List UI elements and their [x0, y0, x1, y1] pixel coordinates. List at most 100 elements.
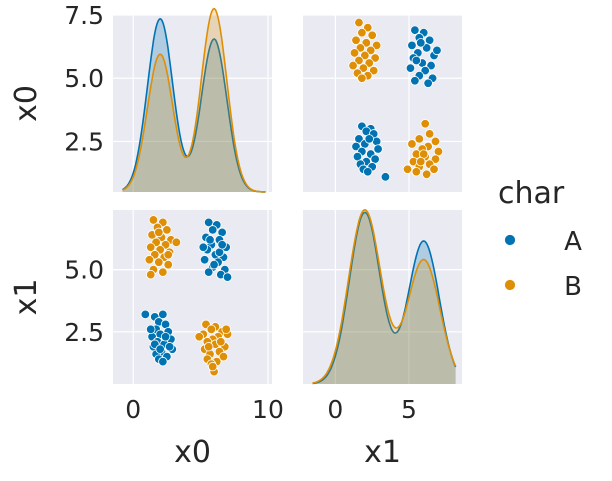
- legend-title: char: [498, 176, 565, 211]
- scatter-point-b: [146, 242, 156, 252]
- scatter-point-a: [222, 272, 233, 282]
- y-axis-title-x0: x0: [9, 85, 44, 122]
- scatter-point-a: [416, 38, 426, 48]
- scatter-point-b: [163, 250, 173, 260]
- panel-background-tr: [303, 15, 462, 192]
- scatter-point-a: [155, 344, 165, 354]
- scatter-point-b: [158, 267, 168, 277]
- legend-label-b: B: [564, 272, 582, 302]
- scatter-point-a: [203, 267, 214, 277]
- scatter-point-a: [420, 65, 430, 76]
- kde-x1-series-b-line: [312, 208, 457, 384]
- scatter-point-b: [367, 30, 377, 40]
- scatter-point-b: [194, 332, 204, 342]
- scatter-point-b: [348, 60, 358, 71]
- kde-x0-series-a-fill: [122, 18, 266, 193]
- kde-x0-series-b-line: [122, 7, 266, 193]
- scatter-point-b: [370, 53, 380, 63]
- kde-x1-series-b-fill: [312, 209, 456, 384]
- scatter-point-a: [158, 356, 168, 367]
- x-tick-label-x0: 0: [125, 395, 141, 424]
- scatter-point-b: [354, 55, 364, 66]
- scatter-point-b: [402, 164, 413, 174]
- scatter-point-b: [163, 259, 173, 270]
- scatter-point-b: [351, 35, 361, 45]
- scatter-point-b: [216, 337, 226, 347]
- scatter-point-b: [206, 324, 217, 335]
- panel-background-tl: [113, 15, 272, 192]
- scatter-point-b: [416, 156, 426, 167]
- scatter-point-a: [140, 309, 151, 320]
- scatter-point-a: [373, 144, 383, 154]
- scatter-point-b: [360, 50, 370, 61]
- x-tick-label-x1: 5: [401, 395, 417, 424]
- scatter-point-b: [364, 58, 374, 68]
- scatter-point-b: [146, 269, 156, 280]
- scatter-point-b: [154, 257, 164, 267]
- kde-x0-series-a-line: [122, 18, 266, 193]
- legend-marker-a: [504, 234, 516, 246]
- scatter-point-a: [426, 60, 436, 71]
- scatter-point-b: [411, 167, 422, 177]
- kde-x1-series-a-fill: [312, 212, 456, 384]
- scatter-point-b: [144, 255, 155, 265]
- scatter-point-a: [407, 40, 417, 51]
- scatter-point-a: [410, 25, 420, 35]
- y-tick-label-x1: 2.5: [64, 318, 104, 347]
- y-tick-label-x0: 5.0: [64, 64, 104, 93]
- y-tick-label-x0: 2.5: [64, 127, 104, 156]
- scatter-point-b: [430, 136, 441, 147]
- scatter-point-a: [146, 324, 156, 335]
- scatter-point-b: [430, 154, 441, 164]
- panel-background-bl: [113, 210, 272, 384]
- scatter-point-a: [160, 332, 171, 342]
- scatter-point-b: [354, 17, 364, 28]
- scatter-point-b: [208, 361, 218, 372]
- x-axis-title-x0: x0: [174, 435, 211, 470]
- scatter-point-a: [432, 45, 442, 56]
- scatter-point-b: [218, 351, 229, 362]
- scatter-point-b: [162, 225, 172, 235]
- scatter-point-b: [363, 22, 373, 33]
- scatter-point-b: [429, 164, 439, 174]
- scatter-point-b: [357, 28, 367, 38]
- scatter-point-b: [361, 38, 372, 48]
- scatter-point-b: [148, 215, 159, 225]
- scatter-point-b: [221, 324, 231, 335]
- scatter-point-a: [423, 78, 433, 88]
- scatter-point-a: [208, 225, 218, 235]
- scatter-point-b: [355, 43, 366, 53]
- scatter-point-b: [368, 65, 379, 76]
- scatter-point-b: [407, 139, 417, 149]
- scatter-point-a: [421, 43, 432, 53]
- scatter-point-a: [199, 255, 210, 265]
- scatter-point-a: [363, 167, 373, 177]
- y-tick-label-x0: 7.5: [64, 1, 104, 30]
- scatter-point-b: [424, 129, 435, 139]
- scatter-point-b: [357, 73, 367, 83]
- scatter-point-a: [158, 309, 168, 320]
- scatter-point-b: [358, 63, 369, 73]
- y-tick-label-x1: 5.0: [64, 256, 104, 285]
- scatter-point-a: [217, 240, 227, 250]
- panel-background-br: [303, 210, 462, 384]
- scatter-point-a: [198, 242, 208, 252]
- scatter-point-a: [411, 55, 422, 66]
- scatter-point-b: [421, 169, 432, 180]
- scatter-point-a: [410, 76, 420, 86]
- legend-label-a: A: [564, 227, 582, 257]
- scatter-point-b: [366, 45, 376, 56]
- scatter-point-a: [209, 259, 219, 270]
- scatter-point-b: [414, 134, 425, 144]
- scatter-point-b: [171, 237, 182, 248]
- scatter-point-a: [164, 342, 175, 352]
- scatter-point-a: [405, 63, 416, 73]
- legend-marker-b: [504, 279, 516, 291]
- scatter-point-a: [364, 134, 374, 144]
- scatter-point-b: [203, 342, 214, 352]
- x-tick-label-x1: 0: [327, 395, 343, 424]
- scatter-point-a: [205, 235, 215, 245]
- scatter-point-a: [380, 172, 391, 182]
